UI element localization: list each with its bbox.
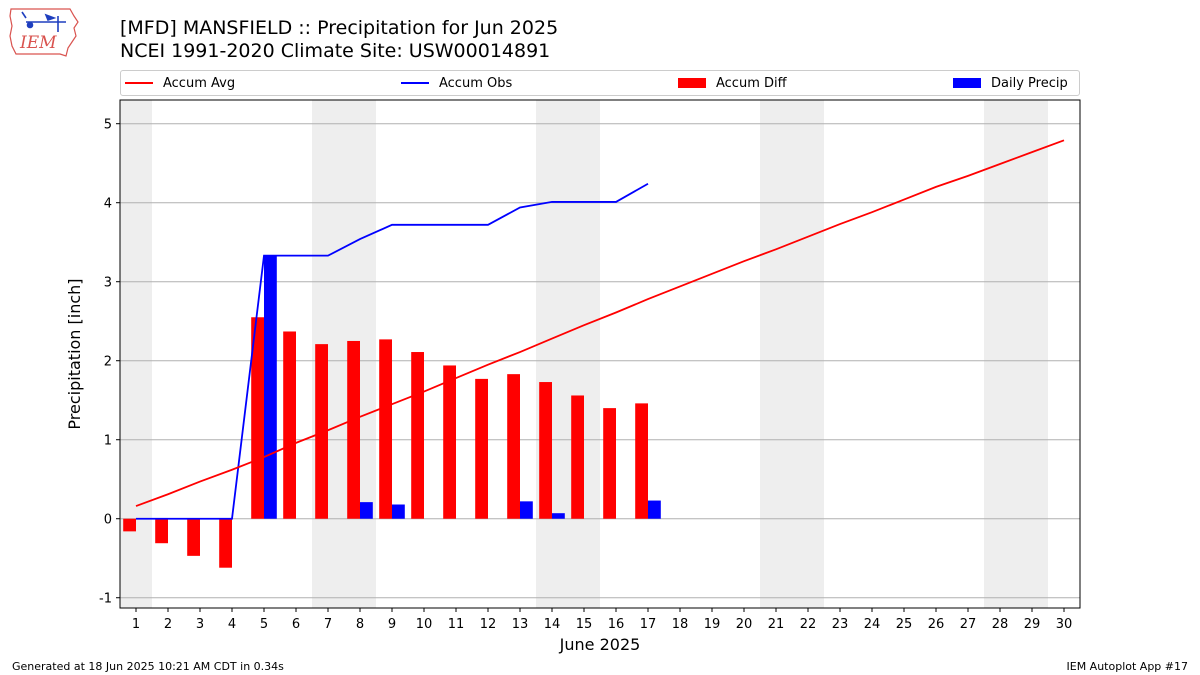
x-tick-label: 27 <box>960 617 977 632</box>
accum-diff-bar <box>283 331 296 519</box>
daily-precip-bar <box>648 500 661 519</box>
legend-label-daily-precip: Daily Precip <box>991 75 1068 91</box>
weekend-shade <box>120 100 152 608</box>
legend-item-accum-avg: Accum Avg <box>125 71 235 95</box>
accum-diff-bar <box>571 395 584 519</box>
x-tick-label: 5 <box>260 617 268 632</box>
x-tick-label: 22 <box>800 617 817 632</box>
weekend-shade <box>760 100 824 608</box>
accum-diff-bar <box>155 518 168 544</box>
x-tick-label: 8 <box>356 617 364 632</box>
x-tick-label: 7 <box>324 617 332 632</box>
y-axis-label: Precipitation [inch] <box>65 278 84 429</box>
daily-precip-bar <box>552 513 565 519</box>
legend-label-accum-avg: Accum Avg <box>163 75 236 91</box>
y-tick-label: 1 <box>104 434 112 449</box>
daily-precip-bar <box>360 502 373 519</box>
y-tick-label: 0 <box>104 513 112 528</box>
y-tick-label: 2 <box>104 355 112 370</box>
accum-diff-bar <box>635 403 648 519</box>
x-tick-label: 18 <box>672 617 689 632</box>
x-tick-label: 23 <box>832 617 849 632</box>
plot-frame <box>119 99 1081 609</box>
x-tick-label: 3 <box>196 617 204 632</box>
accum-diff-bar <box>347 340 360 519</box>
x-tick-label: 1 <box>132 617 140 632</box>
accum-diff-bar <box>443 365 456 519</box>
logo-text: IEM <box>19 33 57 53</box>
accum-diff-bar <box>507 374 520 519</box>
weekend-shade <box>536 100 600 608</box>
x-tick-label: 10 <box>416 617 433 632</box>
legend-swatch-daily-precip <box>953 78 981 88</box>
legend-item-daily-precip: Daily Precip <box>953 71 1068 95</box>
x-tick-label: 26 <box>928 617 945 632</box>
chart-subtitle: NCEI 1991-2020 Climate Site: USW00014891 <box>120 40 551 62</box>
accum-diff-bar <box>411 352 424 519</box>
x-tick-label: 11 <box>448 617 465 632</box>
daily-precip-bar <box>392 504 405 519</box>
x-tick-label: 16 <box>608 617 625 632</box>
accum-diff-bar <box>251 317 264 519</box>
x-tick-label: 14 <box>544 617 561 632</box>
legend-item-accum-diff: Accum Diff <box>678 71 787 95</box>
x-tick-label: 25 <box>896 617 913 632</box>
accum-diff-bar <box>603 408 616 519</box>
legend-swatch-accum-diff <box>678 78 706 88</box>
iem-logo: IEM <box>9 8 79 57</box>
x-tick-label: 24 <box>864 617 881 632</box>
accum-avg-line <box>135 139 1065 507</box>
accum-diff-bar <box>187 518 200 556</box>
weather-symbols-icon <box>21 11 66 32</box>
x-tick-label: 2 <box>164 617 172 632</box>
daily-precip-bar <box>520 501 533 519</box>
legend-swatch-accum-avg <box>125 82 153 84</box>
accum-diff-bar <box>219 518 232 568</box>
x-tick-label: 4 <box>228 617 236 632</box>
legend-item-accum-obs: Accum Obs <box>401 71 512 95</box>
accum-obs-line <box>136 182 649 520</box>
chart-title: [MFD] MANSFIELD :: Precipitation for Jun… <box>120 17 559 39</box>
x-tick-label: 9 <box>388 617 396 632</box>
x-tick-label: 19 <box>704 617 721 632</box>
x-tick-label: 28 <box>992 617 1009 632</box>
x-tick-label: 17 <box>640 617 657 632</box>
footer-app-text: IEM Autoplot App #17 <box>1066 660 1189 673</box>
footer-generated-text: Generated at 18 Jun 2025 10:21 AM CDT in… <box>12 660 284 673</box>
y-tick-label: 5 <box>104 118 112 133</box>
x-axis-label: June 2025 <box>559 635 641 654</box>
x-tick-label: 15 <box>576 617 593 632</box>
y-tick-label: 4 <box>104 197 112 212</box>
x-tick-label: 21 <box>768 617 785 632</box>
x-tick-label: 29 <box>1024 617 1041 632</box>
x-tick-label: 20 <box>736 617 753 632</box>
accum-diff-bar <box>123 518 136 532</box>
accum-diff-bar <box>539 382 552 519</box>
iowa-outline-icon <box>9 8 79 57</box>
x-tick-label: 12 <box>480 617 497 632</box>
x-tick-label: 30 <box>1056 617 1073 632</box>
x-tick-label: 13 <box>512 617 529 632</box>
legend-label-accum-obs: Accum Obs <box>439 75 513 91</box>
legend-label-accum-diff: Accum Diff <box>716 75 787 91</box>
legend: Accum Avg Accum Obs Accum Diff Daily Pre… <box>120 70 1080 96</box>
y-tick-label: 3 <box>104 276 112 291</box>
accum-diff-bar <box>315 344 328 519</box>
legend-swatch-accum-obs <box>401 82 429 84</box>
accum-diff-bar <box>379 339 392 519</box>
daily-precip-bar <box>264 255 277 519</box>
y-tick-label: -1 <box>99 592 112 607</box>
x-tick-label: 6 <box>292 617 300 632</box>
accum-diff-bar <box>475 378 488 519</box>
weekend-shade <box>984 100 1048 608</box>
